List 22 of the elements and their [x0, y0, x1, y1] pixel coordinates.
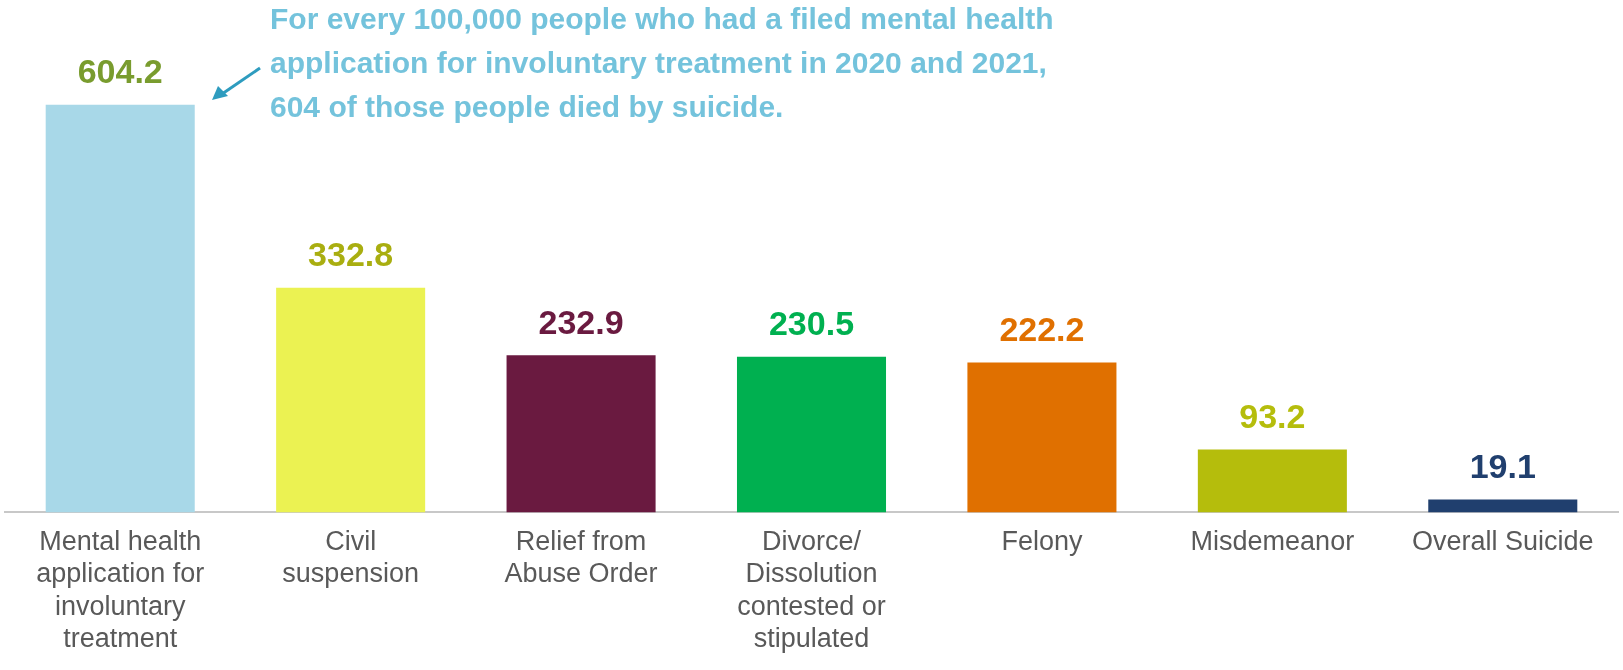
data-label: 332.8	[308, 235, 394, 274]
x-tick-label: Relief from Abuse Order	[504, 526, 658, 589]
x-tick-label: Felony	[1001, 526, 1083, 557]
annotation: For every 100,000 people who had a filed mental health application for involuntary treatment in 2020 and 2021, 604 of those people died by suicide.	[270, 2, 1054, 124]
bar	[967, 362, 1117, 513]
x-tick-label: Mental health application for involuntary treatment	[36, 526, 205, 654]
x-tick-label: Civil suspension	[282, 526, 419, 589]
data-label: 93.2	[1239, 396, 1306, 435]
x-tick-label: Misdemeanor	[1190, 526, 1355, 557]
data-label: 604.2	[77, 52, 163, 91]
bar	[1197, 449, 1347, 513]
bar	[276, 287, 426, 513]
bar	[45, 104, 195, 513]
x-tick-label: Divorce/ Dissolution contested or stipulated	[737, 526, 886, 654]
data-label: 230.5	[768, 304, 855, 343]
bar	[736, 356, 887, 513]
data-label: 222.2	[999, 309, 1085, 348]
bar	[1428, 499, 1578, 513]
data-label: 19.1	[1469, 446, 1536, 485]
data-label: 232.9	[538, 302, 624, 341]
x-tick-label: Overall Suicide	[1412, 526, 1594, 557]
bar	[506, 355, 656, 513]
